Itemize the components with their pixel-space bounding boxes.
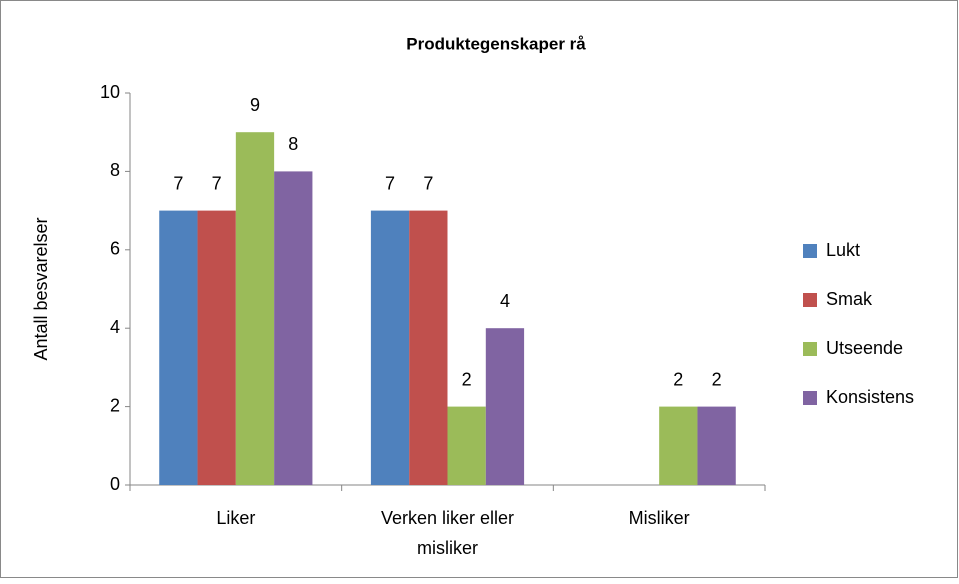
data-label: 7 <box>173 173 183 193</box>
data-label: 2 <box>712 369 722 389</box>
bar <box>159 210 198 485</box>
data-label: 2 <box>462 369 472 389</box>
bar <box>235 132 275 485</box>
y-tick-label: 0 <box>110 474 120 494</box>
data-label: 4 <box>500 291 510 311</box>
y-tick-label: 4 <box>110 317 120 337</box>
y-tick-label: 8 <box>110 160 120 180</box>
legend-swatch <box>803 391 817 405</box>
data-label: 7 <box>423 173 433 193</box>
legend-swatch <box>803 293 817 307</box>
y-axis-label: Antall besvarelser <box>31 217 51 360</box>
bar <box>370 210 410 485</box>
legend-label: Lukt <box>826 240 860 260</box>
x-tick-label: Liker <box>216 508 255 528</box>
bar <box>274 171 313 485</box>
x-tick-label: Verken liker eller misliker <box>381 508 514 558</box>
bar <box>447 406 486 485</box>
legend-swatch <box>803 342 817 356</box>
y-tick-label: 2 <box>110 395 120 415</box>
y-tick-label: 10 <box>100 82 120 102</box>
bar <box>409 210 448 485</box>
bar <box>197 210 236 485</box>
legend-label: Utseende <box>826 338 903 358</box>
data-label: 7 <box>212 173 222 193</box>
legend-label: Konsistens <box>826 387 914 407</box>
bar <box>697 406 736 485</box>
data-label: 8 <box>288 134 298 154</box>
legend-label: Smak <box>826 289 873 309</box>
data-label: 2 <box>673 369 683 389</box>
bar <box>485 328 525 485</box>
x-tick-label: Misliker <box>629 508 690 528</box>
bar <box>659 406 698 485</box>
legend-swatch <box>803 244 817 258</box>
chart-title: Produktegenskaper rå <box>406 34 586 53</box>
data-label: 9 <box>250 95 260 115</box>
data-label: 7 <box>385 173 395 193</box>
y-tick-label: 6 <box>110 239 120 259</box>
